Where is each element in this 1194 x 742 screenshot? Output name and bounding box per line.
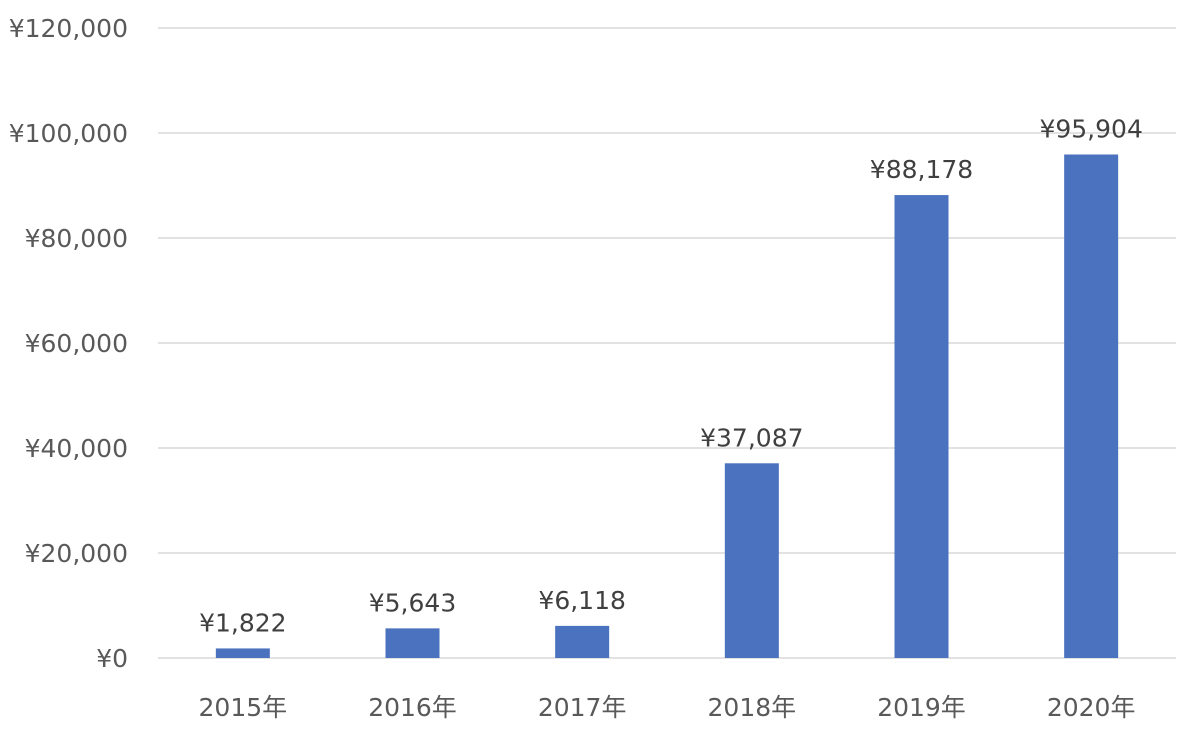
x-tick-label: 2019年 bbox=[877, 693, 966, 722]
data-label: ¥5,643 bbox=[369, 588, 456, 617]
bar bbox=[1064, 154, 1119, 658]
data-label: ¥37,087 bbox=[700, 423, 803, 452]
x-tick-label: 2018年 bbox=[708, 693, 797, 722]
data-label: ¥95,904 bbox=[1039, 115, 1142, 144]
y-tick-label: ¥100,000 bbox=[9, 119, 128, 148]
bar bbox=[215, 648, 270, 658]
y-tick-label: ¥80,000 bbox=[25, 224, 128, 253]
y-tick-label: ¥0 bbox=[96, 644, 128, 673]
gridlines bbox=[158, 27, 1176, 659]
x-tick-label: 2015年 bbox=[199, 693, 288, 722]
x-tick-label: 2020年 bbox=[1047, 693, 1136, 722]
y-tick-label: ¥60,000 bbox=[25, 329, 128, 358]
data-labels: ¥1,822 ¥5,643 ¥6,118 ¥37,087 ¥88,178 ¥95,904 bbox=[199, 115, 1143, 638]
y-tick-label: ¥120,000 bbox=[9, 14, 128, 43]
x-tick-label: 2016年 bbox=[368, 693, 457, 722]
x-tick-label: 2017年 bbox=[538, 693, 627, 722]
y-tick-label: ¥20,000 bbox=[25, 539, 128, 568]
bar bbox=[385, 628, 440, 658]
data-label: ¥1,822 bbox=[199, 608, 286, 637]
bars bbox=[215, 154, 1119, 659]
data-label: ¥88,178 bbox=[870, 155, 973, 184]
y-tick-label: ¥40,000 bbox=[25, 434, 128, 463]
bar bbox=[555, 625, 610, 658]
y-axis-tick-labels: ¥0 ¥20,000 ¥40,000 ¥60,000 ¥80,000 ¥100,000 ¥1… bbox=[9, 14, 128, 673]
bar bbox=[894, 195, 949, 659]
bar bbox=[724, 463, 779, 658]
x-axis-tick-labels: 2015年 2016年 2017年 2018年 2019年 2020年 bbox=[199, 693, 1136, 722]
data-label: ¥6,118 bbox=[538, 586, 625, 615]
